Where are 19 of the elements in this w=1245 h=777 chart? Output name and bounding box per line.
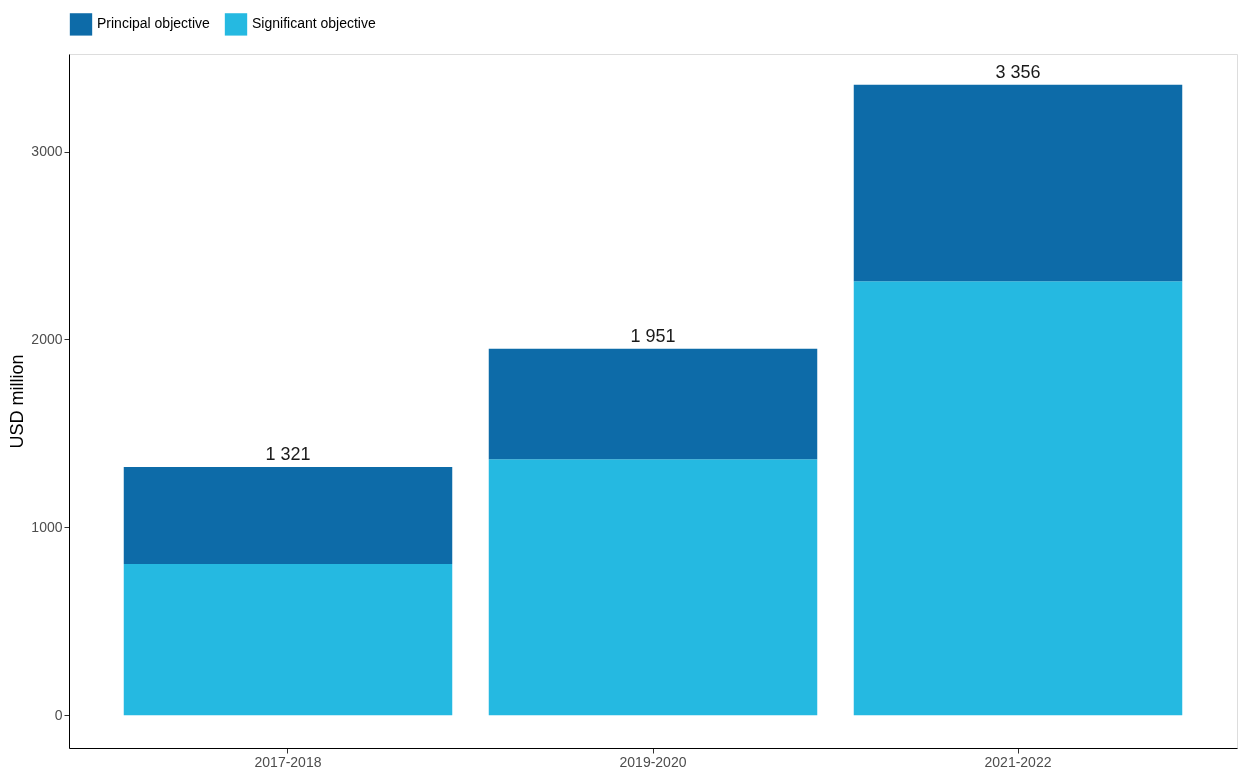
y-tick-label: 1000 bbox=[31, 518, 63, 535]
x-tick-label: 2017-2018 bbox=[254, 753, 322, 770]
bar bbox=[488, 459, 818, 716]
y-tick-label: 2000 bbox=[31, 330, 63, 347]
legend-label: Principal objective bbox=[97, 15, 211, 32]
total-label: 3 356 bbox=[995, 61, 1041, 82]
bar bbox=[853, 281, 1183, 716]
x-tick-label: 2021-2022 bbox=[984, 753, 1052, 770]
total-label: 1 321 bbox=[265, 444, 311, 465]
bar bbox=[123, 563, 453, 716]
y-tick-label: 3000 bbox=[31, 143, 63, 160]
bar bbox=[123, 467, 453, 564]
bar bbox=[488, 348, 818, 460]
legend-label: Significant objective bbox=[252, 15, 376, 32]
total-label: 1 951 bbox=[630, 325, 676, 346]
bar bbox=[853, 84, 1183, 282]
y-tick-label: 0 bbox=[54, 706, 63, 723]
x-tick-label: 2019-2020 bbox=[619, 753, 687, 770]
y-axis-title: USD million bbox=[7, 354, 28, 449]
